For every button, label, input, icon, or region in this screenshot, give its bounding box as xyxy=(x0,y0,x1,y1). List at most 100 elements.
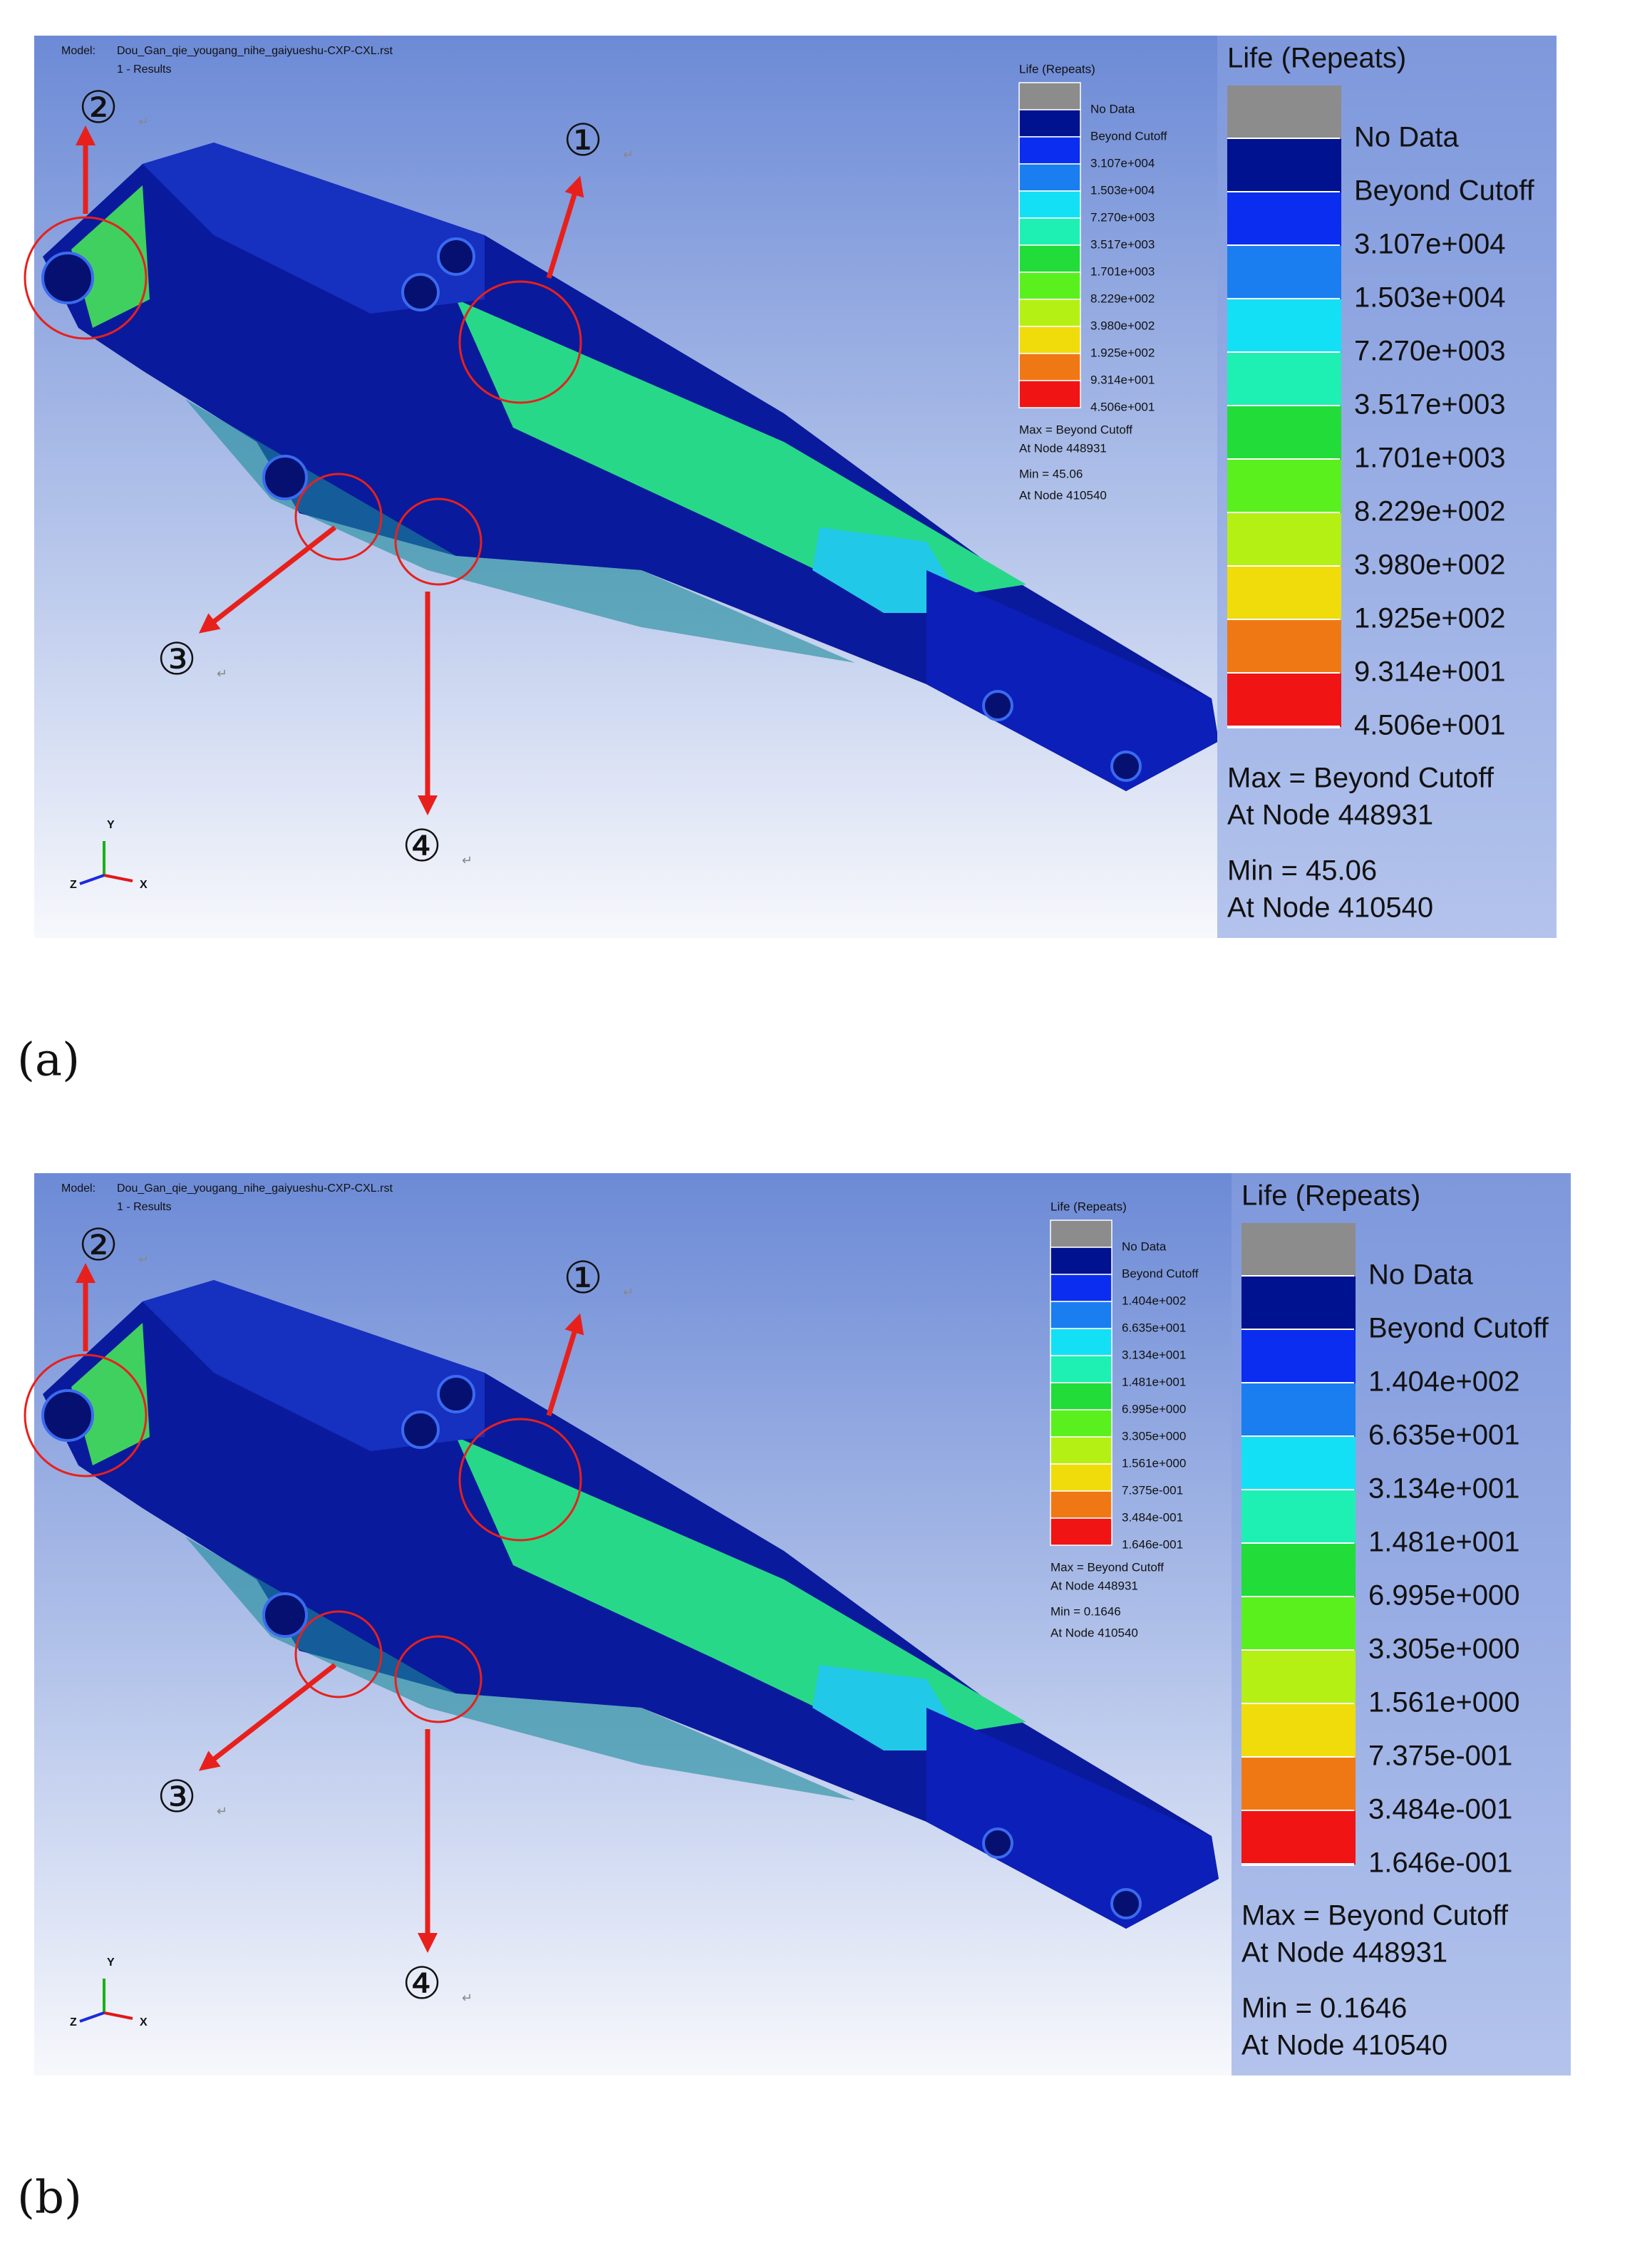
legend-label: 1.561e+000 xyxy=(1122,1456,1186,1470)
legend-note: Min = 45.06 xyxy=(1019,467,1083,480)
legend-swatch xyxy=(1018,190,1081,219)
axis-z xyxy=(79,874,105,885)
legend-note: Max = Beyond Cutoff xyxy=(1050,1560,1164,1574)
legend-label: 1.646e-001 xyxy=(1122,1537,1183,1551)
legend-title-large: Life (Repeats) xyxy=(1227,43,1406,74)
legend-label-large: 9.314e+001 xyxy=(1354,656,1505,688)
legend-swatch xyxy=(1018,380,1081,408)
legend-label: 7.375e-001 xyxy=(1122,1483,1183,1497)
legend-swatch-large xyxy=(1241,1758,1356,1811)
legend-label: 7.270e+003 xyxy=(1090,210,1155,224)
legend-note-large: At Node 448931 xyxy=(1241,1937,1447,1969)
legend-label: 3.517e+003 xyxy=(1090,237,1155,251)
model-name: Dou_Gan_qie_yougang_nihe_gaiyueshu-CXP-C… xyxy=(117,1182,393,1195)
legend-swatch-large xyxy=(1241,1811,1356,1865)
legend-label: 6.635e+001 xyxy=(1122,1321,1186,1334)
axis-label: Y xyxy=(107,1956,115,1969)
callout-arrow xyxy=(198,525,337,634)
callout-arrow xyxy=(546,1313,584,1417)
callout-arrow xyxy=(546,175,584,279)
legend-swatch xyxy=(1050,1328,1112,1356)
return-mark: ↵ xyxy=(462,853,473,867)
legend-label-large: 6.995e+000 xyxy=(1368,1580,1519,1612)
legend-note: At Node 410540 xyxy=(1050,1626,1138,1639)
legend-swatch-large xyxy=(1241,1704,1356,1758)
legend-label-large: No Data xyxy=(1368,1259,1473,1291)
legend-title: Life (Repeats) xyxy=(1050,1200,1127,1213)
legend-label: 1.701e+003 xyxy=(1090,264,1155,278)
legend-note-large: At Node 410540 xyxy=(1241,2030,1447,2061)
legend-swatch xyxy=(1050,1355,1112,1383)
legend-swatch-large xyxy=(1241,1223,1356,1277)
legend-swatch xyxy=(1050,1463,1112,1492)
pin-hole xyxy=(982,1827,1013,1859)
legend-label-large: 6.635e+001 xyxy=(1368,1420,1519,1451)
legend-note: Min = 0.1646 xyxy=(1050,1604,1121,1618)
legend-label-large: 3.305e+000 xyxy=(1368,1634,1519,1665)
pin-hole xyxy=(437,237,475,276)
legend-swatch xyxy=(1050,1517,1112,1546)
legend-label: 3.980e+002 xyxy=(1090,319,1155,332)
pin-hole xyxy=(262,1592,308,1638)
legend-label: 3.484e-001 xyxy=(1122,1510,1183,1524)
legend-label: 8.229e+002 xyxy=(1090,292,1155,305)
legend-label-large: 7.375e-001 xyxy=(1368,1741,1512,1772)
legend-label-large: 3.107e+004 xyxy=(1354,229,1505,260)
legend-swatch-large xyxy=(1227,299,1341,353)
legend-swatch xyxy=(1018,82,1081,110)
legend-swatch xyxy=(1018,299,1081,327)
legend-swatch-large xyxy=(1241,1277,1356,1330)
pin-hole xyxy=(41,252,94,304)
lug xyxy=(143,1280,485,1451)
legend-note-large: Max = Beyond Cutoff xyxy=(1227,763,1494,794)
legend-label-large: 3.517e+003 xyxy=(1354,389,1505,421)
axis-label: Y xyxy=(107,819,115,831)
pin-hole xyxy=(401,1411,440,1449)
callout-arrow xyxy=(198,1663,337,1771)
legend-swatch-large xyxy=(1227,620,1341,674)
legend-title-large: Life (Repeats) xyxy=(1241,1180,1420,1212)
legend-swatch-large xyxy=(1241,1437,1356,1490)
legend-note-large: Min = 45.06 xyxy=(1227,855,1377,887)
legend-label-large: 4.506e+001 xyxy=(1354,710,1505,741)
result-name: 1 - Results xyxy=(117,63,171,76)
lug-green xyxy=(71,185,150,328)
return-mark: ↵ xyxy=(623,148,634,162)
legend-swatch-large xyxy=(1227,674,1341,727)
legend-label-large: Beyond Cutoff xyxy=(1368,1313,1549,1344)
return-mark: ↵ xyxy=(462,1991,473,2005)
pin-hole xyxy=(41,1389,94,1442)
result-name: 1 - Results xyxy=(117,1201,171,1213)
lug-green xyxy=(71,1323,150,1465)
callout-marker: ② xyxy=(78,1219,118,1271)
legend-swatch xyxy=(1018,109,1081,138)
legend-label-large: 3.980e+002 xyxy=(1354,550,1505,581)
legend-label-large: 3.134e+001 xyxy=(1368,1473,1519,1505)
legend-swatch xyxy=(1050,1490,1112,1519)
legend-label: 3.107e+004 xyxy=(1090,156,1155,170)
callout-circle xyxy=(24,1353,148,1478)
return-mark: ↵ xyxy=(217,666,227,681)
legend-note-large: Max = Beyond Cutoff xyxy=(1241,1900,1509,1932)
legend-note-large: At Node 410540 xyxy=(1227,892,1433,924)
axis-label: Z xyxy=(70,879,77,891)
model-name: Dou_Gan_qie_yougang_nihe_gaiyueshu-CXP-C… xyxy=(117,45,393,57)
legend-swatch xyxy=(1050,1247,1112,1275)
return-mark: ↵ xyxy=(623,1285,634,1299)
callout-marker: ③ xyxy=(157,1770,197,1822)
legend-swatch-large xyxy=(1241,1383,1356,1437)
panel: Model: Dou_Gan_qie_yougang_nihe_gaiyueshu… xyxy=(17,1173,1571,2224)
legend-swatch-large xyxy=(1227,246,1341,299)
legend-label: Beyond Cutoff xyxy=(1090,129,1167,143)
return-mark: ↵ xyxy=(138,115,149,129)
beam-face xyxy=(456,299,1026,606)
legend-label: 1.503e+004 xyxy=(1090,183,1155,197)
pin-hole xyxy=(262,455,308,500)
legend-swatch xyxy=(1018,217,1081,246)
callout-marker: ③ xyxy=(157,633,197,685)
beam-tip xyxy=(926,570,1219,791)
legend-label: 3.305e+000 xyxy=(1122,1429,1186,1443)
legend-note: At Node 410540 xyxy=(1019,488,1107,502)
legend-label: Beyond Cutoff xyxy=(1122,1267,1199,1280)
